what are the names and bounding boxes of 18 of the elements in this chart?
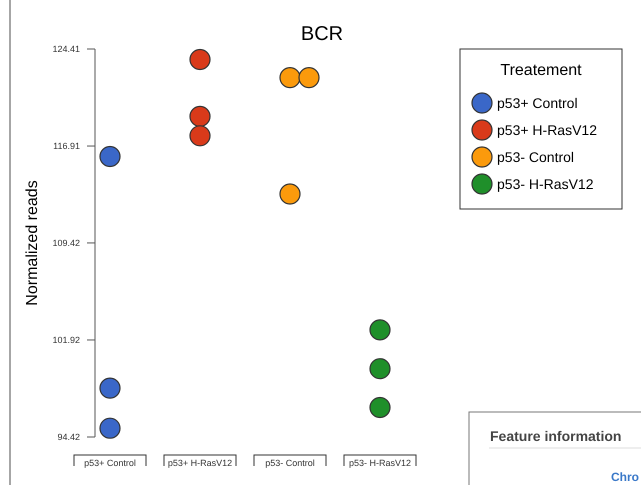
text: Chro <box>611 470 639 484</box>
legend-label: p53+ H-RasV12 <box>497 122 598 138</box>
chart-title: BCR <box>300 23 344 45</box>
legend-title: Treatement <box>500 62 582 79</box>
x-tick-label: p53- H-RasV12 <box>348 458 412 468</box>
legend-label: p53- Control <box>497 148 574 165</box>
y-tick-label: 101.92 <box>52 335 80 346</box>
y-tick-label: 116.91 <box>53 141 80 152</box>
legend-label: p53- H-RasV12 <box>497 176 594 192</box>
y-tick-label: 124.41 <box>52 44 80 54</box>
x-tick-label: p53+ Control <box>84 458 136 468</box>
text: Feature information <box>490 428 622 444</box>
legend-label: p53+ Control <box>497 94 578 111</box>
y-axis-title: Normalized reads <box>24 180 41 306</box>
x-tick-label: p53+ H-RasV12 <box>168 458 232 468</box>
y-tick-label: 109.42 <box>52 238 80 248</box>
y-tick-label: 94.42 <box>57 432 80 442</box>
x-tick-label: p53- Control <box>265 458 315 468</box>
